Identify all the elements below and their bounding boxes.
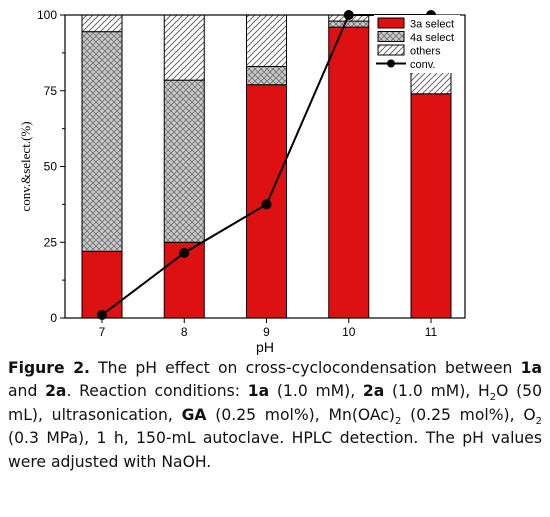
chart: 0 25 50 75 100 7 8 9 10 11 pH conv.&select.(%) 3a s… (18, 8, 466, 355)
caption-text: O (50 mL), ultrasonication, (8, 382, 542, 424)
bar-others-9 (246, 14, 287, 68)
bar-others-8 (163, 14, 205, 81)
caption-text: (0.25 mol%), O (401, 405, 536, 424)
legend-label: conv. (410, 59, 435, 71)
legend-label: 3a select (410, 19, 454, 31)
caption-text: (0.3 MPa), 1 h, 150-mL autoclave. HPLC d… (8, 429, 542, 471)
bar-4a-select-8 (163, 79, 205, 243)
legend-swatch (377, 31, 405, 42)
y-tick-label: 25 (44, 235, 58, 249)
caption-text: (1.0 mM), H (384, 382, 490, 401)
x-tick-label: 11 (425, 325, 438, 339)
caption-subscript: 2 (489, 392, 497, 404)
bar-others-7 (81, 14, 123, 33)
legend-label: 4a select (410, 32, 454, 44)
x-tick-label: 8 (181, 325, 188, 339)
caption-text: and (8, 382, 46, 401)
caption-label: Figure 2. (8, 359, 90, 377)
caption-bold-term: GA (181, 405, 207, 424)
bar-4a-select-9 (246, 66, 287, 86)
caption-bold-term: 1a (520, 359, 542, 377)
bar-3a-select-7 (81, 250, 123, 319)
conv-point-9 (261, 199, 272, 210)
legend-swatch-marker (387, 59, 395, 68)
bar-4a-select-7 (81, 31, 123, 252)
caption-bold-term: 1a (247, 382, 270, 401)
conv-point-8 (179, 247, 190, 258)
caption-bold-term: 2a (45, 382, 67, 401)
x-tick-label: 7 (99, 325, 106, 339)
y-axis-label: conv.&select.(%) (18, 121, 33, 211)
bar-3a-select-11 (410, 93, 452, 319)
caption-text: (1.0 mM), (269, 382, 363, 401)
caption-text: (0.25 mol%), Mn(OAc) (206, 405, 395, 424)
caption-text: . Reaction conditions: (66, 382, 248, 401)
caption-subscript: 2 (394, 415, 402, 427)
bar-4a-select-10 (328, 20, 370, 28)
y-tick-label: 50 (44, 160, 58, 174)
y-tick-label: 0 (50, 311, 57, 325)
y-tick-label: 100 (37, 8, 57, 22)
legend-swatch (377, 17, 405, 29)
caption-subscript: 2 (535, 415, 543, 427)
x-tick-label: 9 (263, 325, 270, 339)
y-tick-label: 75 (44, 84, 58, 98)
caption-bold-term: 2a (362, 382, 385, 401)
legend-swatch (377, 44, 405, 56)
caption-text: The pH effect on cross-cyclocondensation… (89, 359, 521, 377)
figure-caption: Figure 2. The pH effect on cross-cycloco… (8, 357, 542, 474)
caption-body: The pH effect on cross-cyclocondensation… (8, 359, 542, 471)
bar-3a-select-10 (328, 26, 370, 319)
legend-label: others (410, 46, 441, 58)
x-tick-label: 10 (342, 325, 356, 339)
x-axis-label: pH (256, 339, 274, 355)
